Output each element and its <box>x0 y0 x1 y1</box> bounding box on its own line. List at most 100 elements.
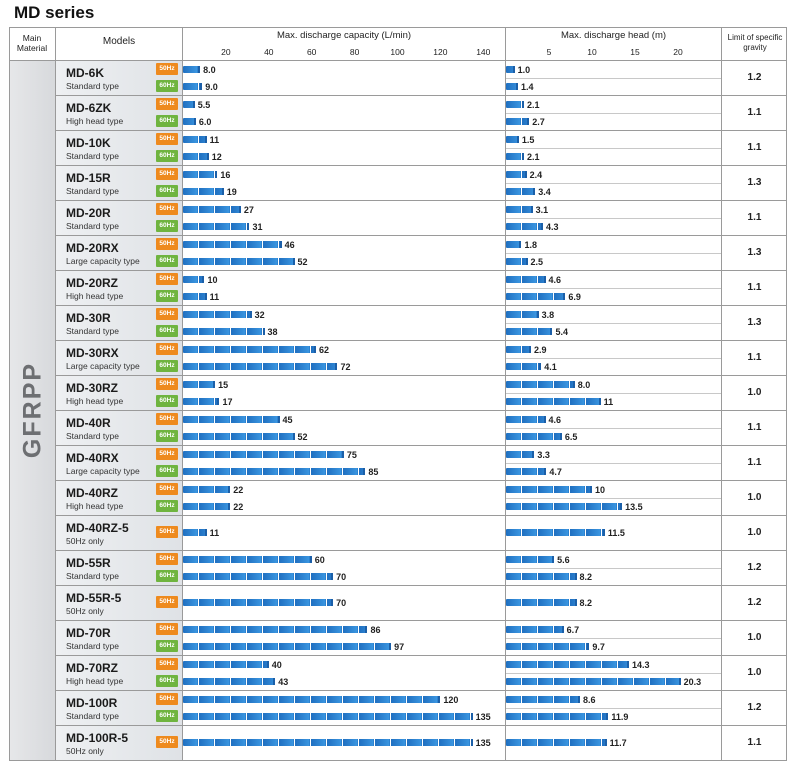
head-bar <box>506 398 601 405</box>
row-mid-divider <box>506 428 721 429</box>
row-divider <box>56 480 787 481</box>
capacity-bar-end <box>204 293 207 300</box>
capacity-tick-label: 100 <box>390 47 405 57</box>
head-bar-end <box>552 556 555 563</box>
model-name: MD-30R <box>66 311 111 325</box>
capacity-value-label: 16 <box>220 170 231 180</box>
capacity-bar <box>183 101 195 108</box>
model-name: MD-100R-5 <box>66 731 129 745</box>
capacity-bar <box>183 258 295 265</box>
head-bar <box>506 328 553 335</box>
head-bar-end <box>512 66 515 73</box>
capacity-bar-end <box>262 328 265 335</box>
model-type: Large capacity type <box>66 256 140 266</box>
head-bar <box>506 223 543 230</box>
head-bar <box>506 573 577 580</box>
head-bar <box>506 241 522 248</box>
head-value-label: 1.8 <box>524 240 537 250</box>
capacity-bar <box>183 398 220 405</box>
head-bar-end <box>516 136 519 143</box>
model-type: High head type <box>66 501 124 511</box>
model-type: Standard type <box>66 711 119 721</box>
hz-60-badge: 60Hz <box>156 115 178 127</box>
capacity-value-label: 22 <box>233 485 244 495</box>
capacity-bar <box>183 171 218 178</box>
capacity-value-label: 45 <box>282 415 293 425</box>
row-divider <box>56 130 787 131</box>
head-bar-end <box>522 101 525 108</box>
page-title: MD series <box>14 3 95 22</box>
header-head: Max. discharge head (m) <box>560 30 667 41</box>
capacity-bar-end <box>204 529 207 536</box>
head-bar-end <box>540 223 543 230</box>
head-value-label: 5.6 <box>557 555 570 565</box>
capacity-value-label: 120 <box>443 695 459 705</box>
capacity-value-label: 72 <box>340 362 351 372</box>
capacity-bar <box>183 381 216 388</box>
capacity-bar-end <box>249 311 252 318</box>
model-name: MD-20R <box>66 206 111 220</box>
capacity-bar-end <box>204 136 207 143</box>
head-value-label: 6.9 <box>568 292 581 302</box>
row-mid-divider <box>506 253 721 254</box>
hz-50-badge: 50Hz <box>156 273 178 285</box>
model-type: Standard type <box>66 641 119 651</box>
capacity-bar <box>183 66 201 73</box>
model-name: MD-6ZK <box>66 101 112 115</box>
head-bar <box>506 661 629 668</box>
capacity-bar-end <box>292 258 295 265</box>
hz-60-badge: 60Hz <box>156 430 178 442</box>
capacity-tick-label: 120 <box>433 47 448 57</box>
capacity-value-label: 11 <box>209 292 220 302</box>
head-bar-end <box>532 451 535 458</box>
capacity-bar <box>183 486 231 493</box>
head-bar-end <box>590 486 592 493</box>
head-value-label: 3.8 <box>541 310 555 320</box>
hz-50-badge: 50Hz <box>156 483 178 495</box>
capacity-value-label: 11 <box>209 135 220 145</box>
head-bar <box>506 293 566 300</box>
column-divider <box>721 28 722 760</box>
capacity-value-label: 60 <box>314 555 325 565</box>
hz-50-badge: 50Hz <box>156 63 178 75</box>
model-type: High head type <box>66 291 124 301</box>
head-bar-end <box>544 468 547 475</box>
capacity-bar <box>183 433 295 440</box>
head-bar-end <box>525 258 528 265</box>
material-cell <box>10 61 55 760</box>
model-name: MD-55R-5 <box>66 591 122 605</box>
specific-gravity-value: 1.1 <box>747 142 762 153</box>
specific-gravity-value: 1.1 <box>747 422 762 433</box>
row-divider <box>56 340 787 341</box>
capacity-bar-end <box>238 206 241 213</box>
row-mid-divider <box>506 708 721 709</box>
capacity-bar-end <box>331 573 334 580</box>
header-material: Main Material <box>16 33 48 53</box>
row-mid-divider <box>506 463 721 464</box>
model-name: MD-15R <box>66 171 111 185</box>
capacity-bar <box>183 696 441 703</box>
model-name: MD-70R <box>66 626 111 640</box>
head-bar-end <box>572 381 575 388</box>
head-bar-end <box>602 529 605 536</box>
row-divider <box>56 270 787 271</box>
head-bar <box>506 678 681 685</box>
head-bar <box>506 643 590 650</box>
row-mid-divider <box>506 183 721 184</box>
head-tick-label: 15 <box>630 47 640 57</box>
hz-60-badge: 60Hz <box>156 150 178 162</box>
capacity-bar-end <box>470 739 473 746</box>
capacity-bar <box>183 328 265 335</box>
specific-gravity-value: 1.0 <box>747 387 762 398</box>
head-bar-end <box>524 171 527 178</box>
model-name: MD-40RZ <box>66 486 119 500</box>
head-bar <box>506 311 539 318</box>
head-bar-end <box>604 739 607 746</box>
capacity-bar <box>183 153 209 160</box>
specific-gravity-value: 1.1 <box>747 107 762 118</box>
hz-60-badge: 60Hz <box>156 185 178 197</box>
head-value-label: 11 <box>603 397 614 407</box>
head-value-label: 2.1 <box>527 152 540 162</box>
row-divider <box>56 375 787 376</box>
row-divider <box>56 620 787 621</box>
